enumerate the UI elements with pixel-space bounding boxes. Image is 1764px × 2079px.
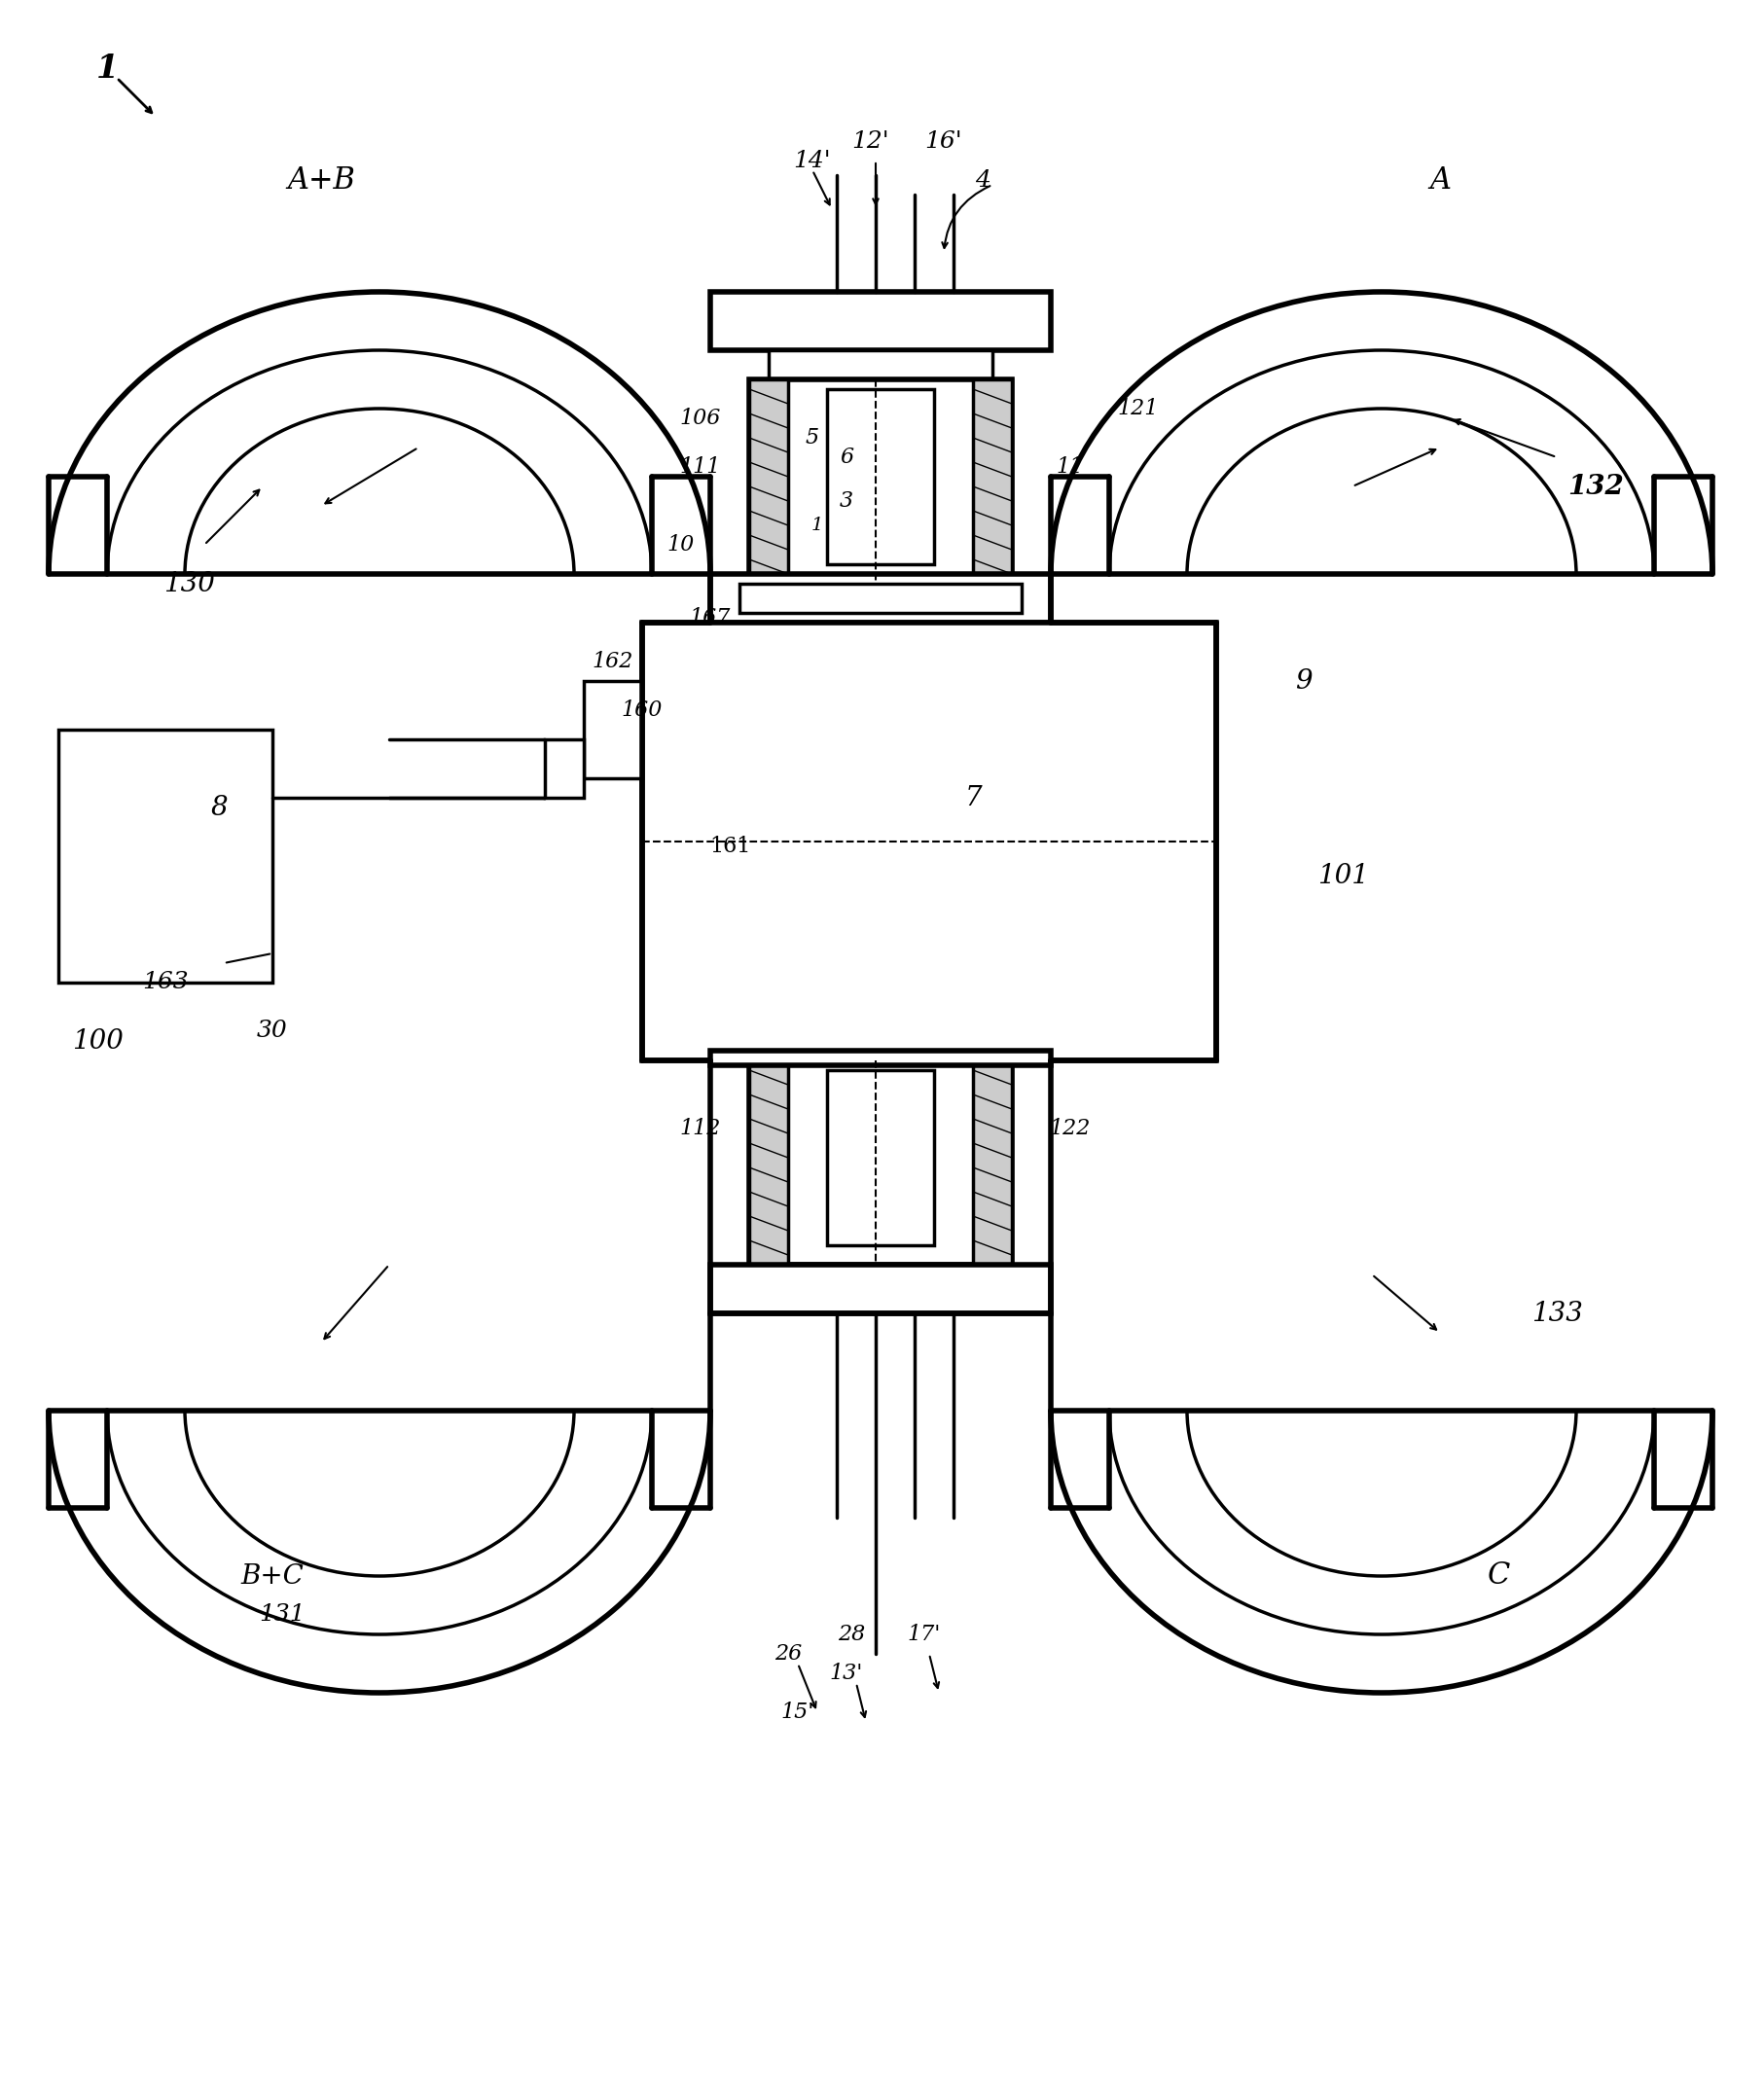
Text: A: A <box>1429 164 1450 195</box>
Text: 3: 3 <box>840 491 854 511</box>
Bar <box>750 1060 789 1264</box>
Text: 14': 14' <box>794 150 831 173</box>
Text: 10: 10 <box>667 534 695 555</box>
Bar <box>750 378 1013 584</box>
Text: 12': 12' <box>852 129 889 152</box>
Text: 5: 5 <box>806 426 818 449</box>
Text: 15': 15' <box>781 1701 815 1723</box>
Bar <box>769 349 993 378</box>
Text: 6: 6 <box>840 447 854 468</box>
Text: 160: 160 <box>621 699 663 721</box>
Text: A+B: A+B <box>288 164 355 195</box>
Text: 111: 111 <box>679 455 721 478</box>
Text: 163: 163 <box>143 971 189 994</box>
Text: 9: 9 <box>1295 667 1312 694</box>
Text: 16': 16' <box>924 129 963 152</box>
Text: 101: 101 <box>1318 863 1369 888</box>
Bar <box>711 574 1051 622</box>
Text: 1: 1 <box>95 52 118 83</box>
Bar <box>711 1264 1051 1314</box>
Bar <box>584 682 642 778</box>
Text: 13': 13' <box>829 1663 863 1684</box>
Text: 1: 1 <box>811 516 824 534</box>
Text: 8: 8 <box>210 794 228 821</box>
Text: 17': 17' <box>908 1624 940 1644</box>
Bar <box>711 291 1051 349</box>
Text: 167: 167 <box>690 607 730 628</box>
Text: 4: 4 <box>975 168 990 191</box>
Bar <box>711 1050 1051 1064</box>
Text: 26: 26 <box>774 1642 803 1665</box>
Text: 121: 121 <box>1118 397 1159 420</box>
Text: 132: 132 <box>1568 474 1625 499</box>
Bar <box>974 1060 1013 1264</box>
Text: 161: 161 <box>709 836 750 857</box>
Bar <box>739 584 1021 613</box>
Text: 7: 7 <box>965 784 981 811</box>
Text: B+C: B+C <box>242 1563 303 1588</box>
Bar <box>827 389 935 563</box>
Text: 30: 30 <box>258 1021 288 1042</box>
Text: 112: 112 <box>679 1119 721 1139</box>
Text: 28: 28 <box>838 1624 864 1644</box>
Text: 122: 122 <box>1050 1119 1090 1139</box>
Text: 130: 130 <box>164 570 215 597</box>
Bar <box>545 740 584 798</box>
Text: 106: 106 <box>679 407 721 428</box>
Text: 133: 133 <box>1531 1299 1582 1326</box>
Bar <box>974 378 1013 584</box>
Bar <box>750 378 789 584</box>
Text: C: C <box>1487 1561 1510 1590</box>
Bar <box>642 622 1215 1060</box>
Text: 100: 100 <box>72 1027 123 1054</box>
Bar <box>750 1060 1013 1264</box>
Text: 131: 131 <box>259 1603 305 1626</box>
Bar <box>827 1071 935 1245</box>
Text: 11: 11 <box>1057 455 1085 478</box>
Bar <box>58 730 272 983</box>
Text: 162: 162 <box>593 651 633 672</box>
